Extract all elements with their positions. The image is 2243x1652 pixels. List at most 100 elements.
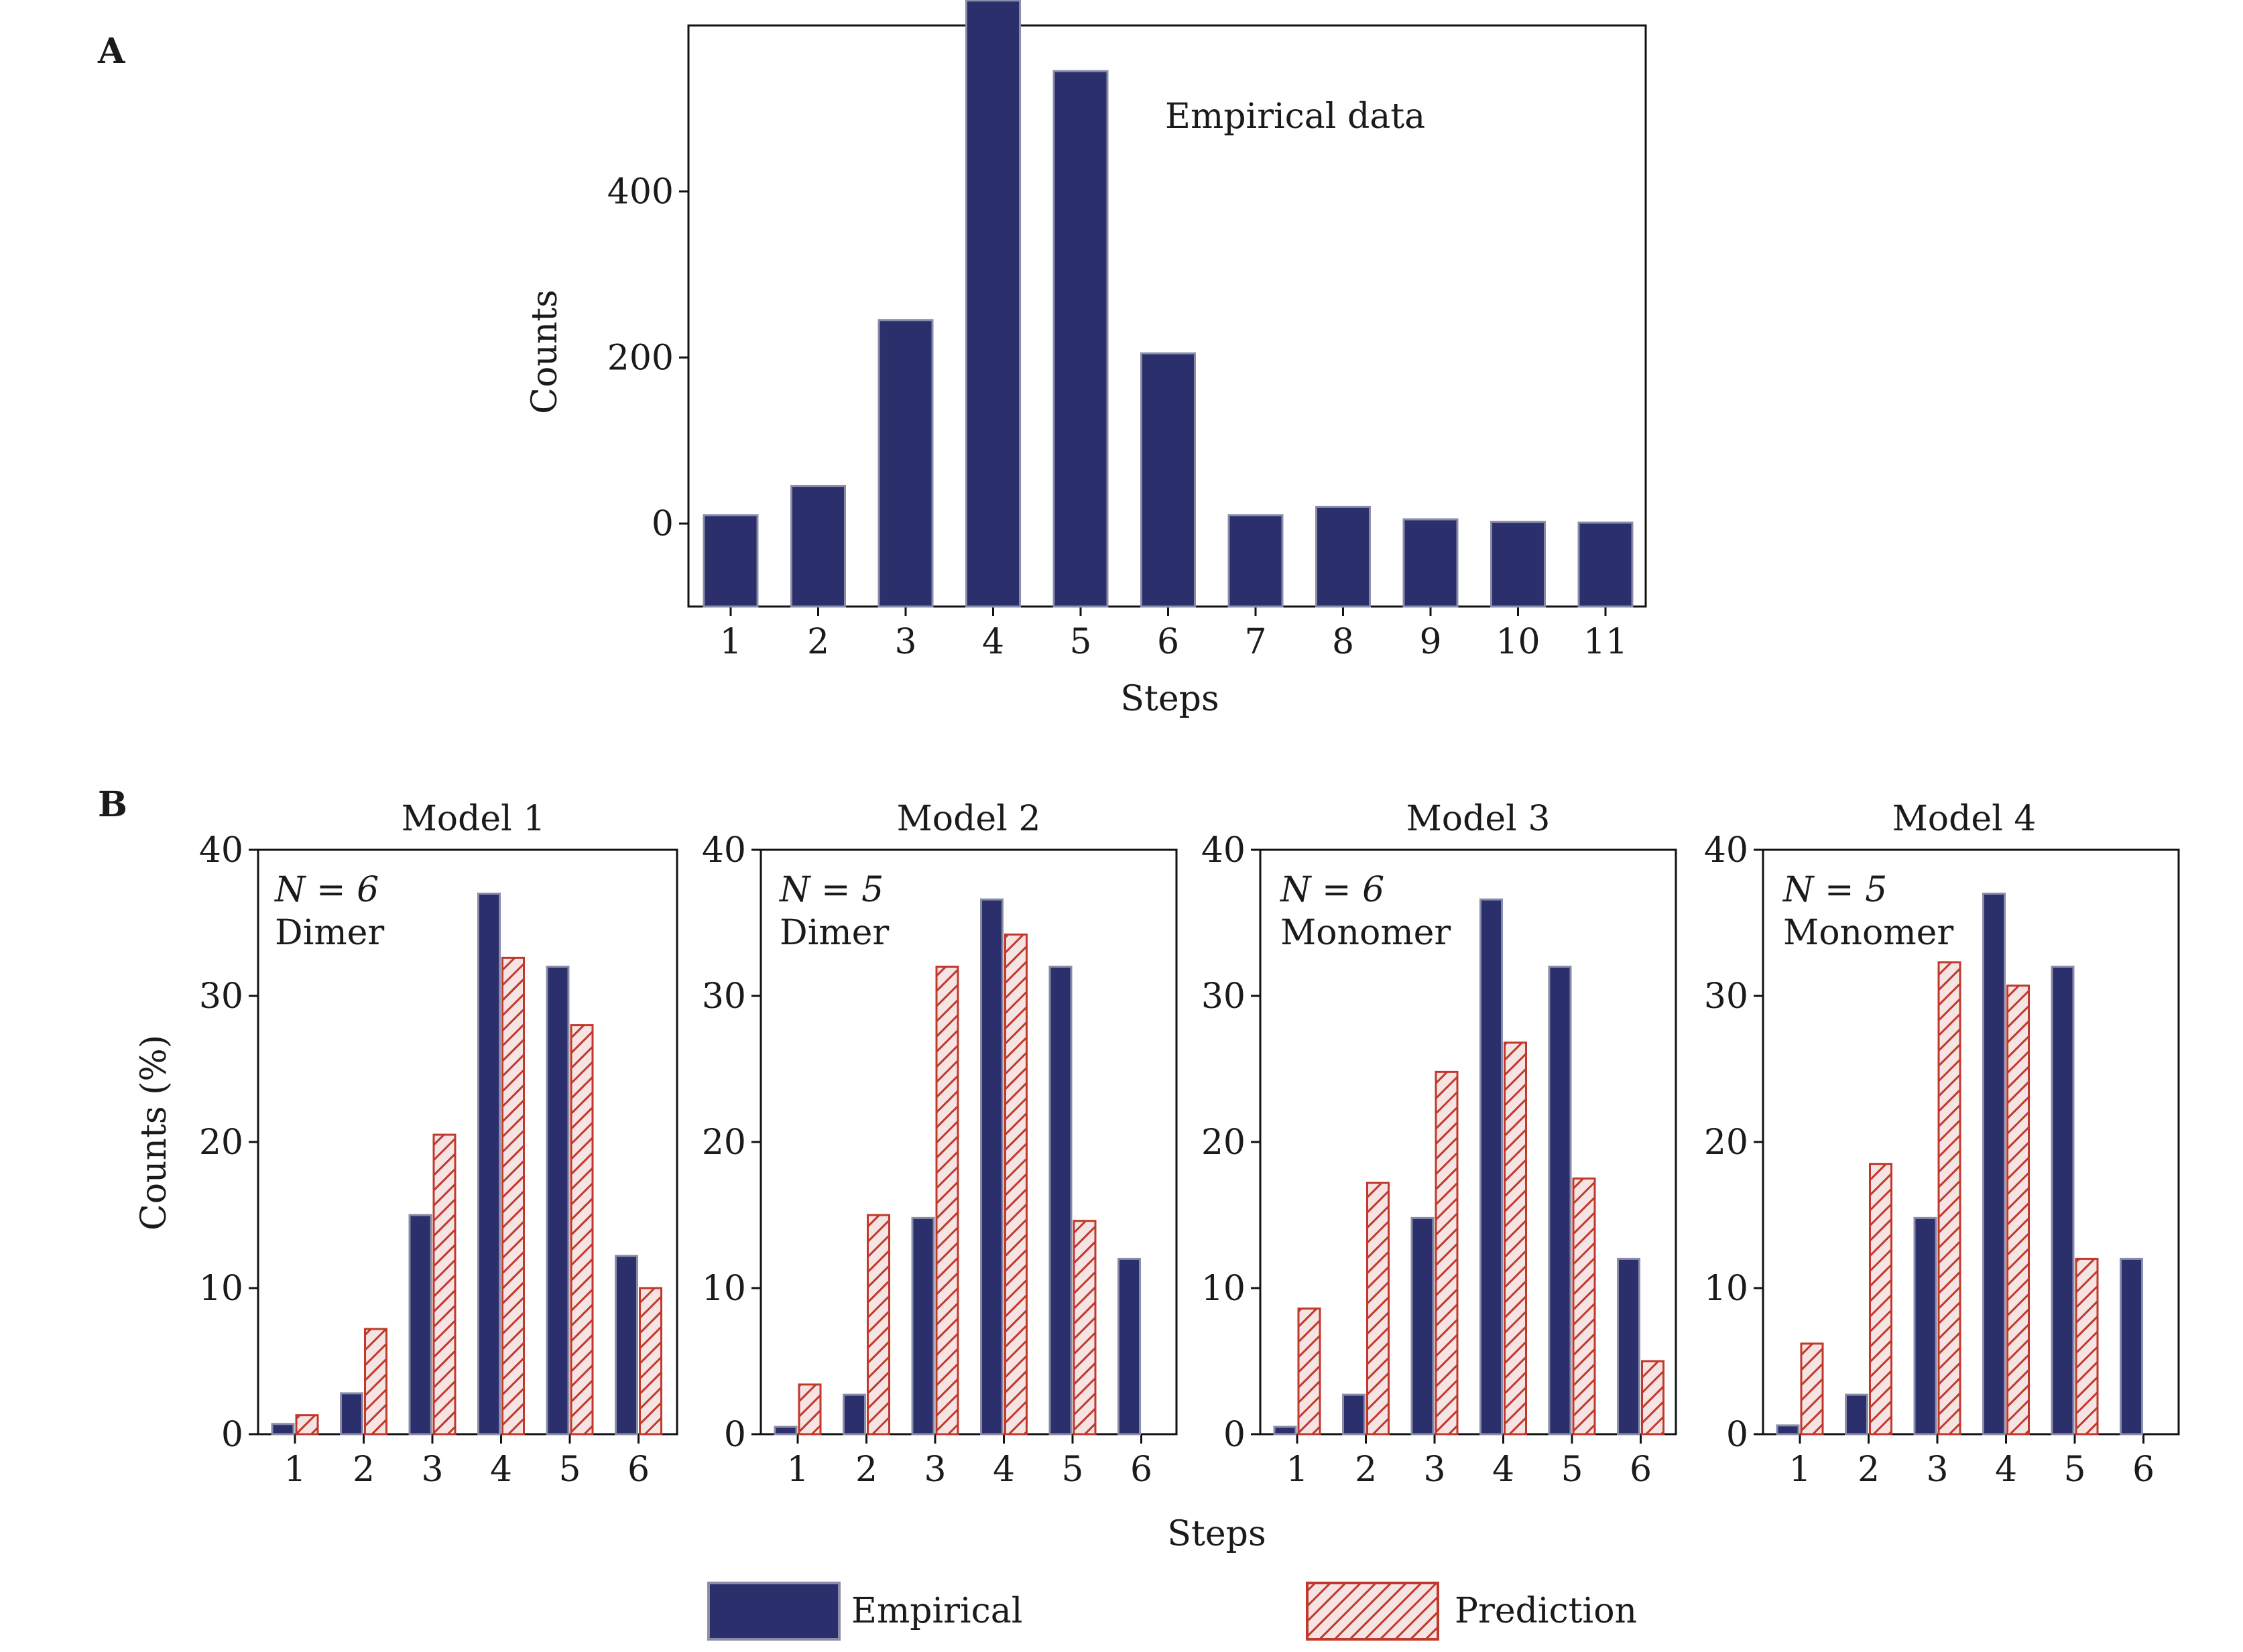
a-xtick-label: 3 <box>894 622 916 662</box>
a-xtick-label: 2 <box>807 622 829 662</box>
b3-bar-prediction <box>1297 1308 1321 1436</box>
b4-bar-prediction <box>1869 1163 1892 1436</box>
b3-bar-empirical <box>1548 965 1572 1436</box>
b1-xtick-label: 3 <box>421 1450 443 1490</box>
b2-bar-empirical <box>980 898 1004 1436</box>
b4-ytick-label: 30 <box>1704 976 1748 1017</box>
shared-xlabel: Steps <box>1167 1514 1266 1554</box>
b1-xtick-label: 4 <box>490 1450 512 1490</box>
a-ytick-label: 400 <box>607 172 674 212</box>
b1-ytick-label: 40 <box>199 830 243 871</box>
b3-xtick-label: 2 <box>1355 1450 1377 1490</box>
b1-xtick-label: 2 <box>353 1450 375 1490</box>
b2-bar-empirical <box>1048 965 1073 1436</box>
b4-bar-empirical <box>1982 892 2006 1436</box>
b4-xtick-label: 5 <box>2063 1450 2085 1490</box>
b3-bar-prediction <box>1572 1178 1596 1436</box>
model-1-chart: Model 1 N = 6 Dimer Counts (%) <box>134 799 545 1230</box>
a-xtick-label: 10 <box>1496 622 1540 662</box>
b4-bar-prediction <box>2075 1257 2099 1436</box>
b2-bar-prediction <box>867 1214 890 1436</box>
a-xtick-label: 11 <box>1583 622 1628 662</box>
a-bar-empirical <box>965 0 1021 608</box>
b2-ytick-label: 40 <box>702 830 746 871</box>
b1-ytick-label: 0 <box>221 1415 243 1455</box>
b1-xtick-label: 6 <box>627 1450 650 1490</box>
b4-bar-empirical <box>1845 1393 1868 1436</box>
a-xtick-label: 9 <box>1419 622 1441 662</box>
b1-bar-prediction <box>570 1024 594 1436</box>
b3-ytick-label: 10 <box>1201 1269 1246 1309</box>
a-xtick-label: 7 <box>1244 622 1266 662</box>
b4-xtick-label: 6 <box>2132 1450 2155 1490</box>
b2-xtick-label: 2 <box>855 1450 877 1490</box>
b4-ytick-label: 40 <box>1704 830 1748 871</box>
b3-bar-prediction <box>1435 1070 1459 1436</box>
a-bar-empirical <box>877 319 934 608</box>
model-2-chart: Model 2 N = 5 Dimer <box>778 799 1040 953</box>
model-4-chart: Model 4 N = 5 Monomer <box>1782 799 2036 953</box>
b1-bar-prediction <box>501 956 525 1436</box>
model-4-annotation-type: Monomer <box>1783 913 1953 953</box>
b2-bar-empirical <box>843 1393 866 1436</box>
b2-bar-empirical <box>911 1216 935 1436</box>
b1-xtick-label: 5 <box>558 1450 581 1490</box>
a-ytick-label: 200 <box>607 338 674 378</box>
model-4-annotation-n: N = 5 <box>1782 870 1887 910</box>
b4-bar-prediction <box>1800 1342 1824 1436</box>
b3-bar-prediction <box>1366 1182 1390 1436</box>
model-4-title: Model 4 <box>1892 799 2037 839</box>
b1-bar-empirical <box>546 965 570 1436</box>
b2-ytick-label: 0 <box>724 1415 746 1455</box>
legend-label-prediction: Prediction <box>1455 1591 1637 1631</box>
b2-xtick-label: 3 <box>924 1450 946 1490</box>
b1-bar-empirical <box>340 1392 363 1436</box>
b4-bar-empirical <box>1776 1424 1800 1436</box>
b1-bar-prediction <box>295 1414 319 1436</box>
panel-label-b: B <box>98 784 127 825</box>
b1-bar-empirical <box>408 1214 432 1436</box>
b4-bar-empirical <box>2120 1257 2143 1436</box>
model-3-annotation-n: N = 6 <box>1279 870 1384 910</box>
b1-ytick-label: 20 <box>199 1123 243 1163</box>
model-1-title: Model 1 <box>402 799 546 839</box>
b4-ytick-label: 20 <box>1704 1123 1748 1163</box>
b1-bar-prediction <box>364 1328 387 1436</box>
model-3-title: Model 3 <box>1406 799 1551 839</box>
b1-ytick-label: 30 <box>199 976 243 1017</box>
b4-xtick-label: 4 <box>1995 1450 2017 1490</box>
a-bar-empirical <box>790 485 846 608</box>
model-1-ylabel: Counts (%) <box>134 1035 174 1230</box>
legend-swatch-prediction <box>1306 1582 1439 1641</box>
b2-xtick-label: 1 <box>786 1450 808 1490</box>
a-xtick-label: 6 <box>1157 622 1179 662</box>
b1-ytick-label: 10 <box>199 1269 243 1309</box>
b1-xtick-label: 1 <box>284 1450 306 1490</box>
b3-xtick-label: 5 <box>1561 1450 1583 1490</box>
panel-label-a: A <box>97 31 125 72</box>
b3-bar-empirical <box>1273 1425 1297 1436</box>
b4-bar-prediction <box>2006 984 2030 1436</box>
b1-bar-empirical <box>477 892 501 1436</box>
b2-ytick-label: 30 <box>702 976 746 1017</box>
legend: Empirical Prediction <box>707 1582 1637 1641</box>
b2-xtick-label: 6 <box>1130 1450 1152 1490</box>
b3-ytick-label: 30 <box>1201 976 1246 1017</box>
b1-bar-prediction <box>639 1287 662 1436</box>
legend-swatch-empirical <box>707 1582 841 1641</box>
b3-bar-empirical <box>1617 1257 1640 1436</box>
a-bar-empirical <box>1227 514 1284 608</box>
a-bar-empirical <box>1315 505 1371 608</box>
b1-bar-empirical <box>271 1423 295 1436</box>
a-bar-empirical <box>703 514 759 608</box>
a-bar-empirical <box>1490 521 1546 608</box>
b3-ytick-label: 20 <box>1201 1123 1246 1163</box>
model-2-title: Model 2 <box>897 799 1041 839</box>
b1-bar-empirical <box>615 1255 638 1436</box>
model-3-annotation-type: Monomer <box>1280 913 1451 953</box>
panel-a-ylabel: Counts <box>525 290 565 414</box>
panel-a-annotation: Empirical data <box>1165 97 1425 137</box>
b4-ytick-label: 0 <box>1726 1415 1748 1455</box>
b3-xtick-label: 3 <box>1423 1450 1445 1490</box>
